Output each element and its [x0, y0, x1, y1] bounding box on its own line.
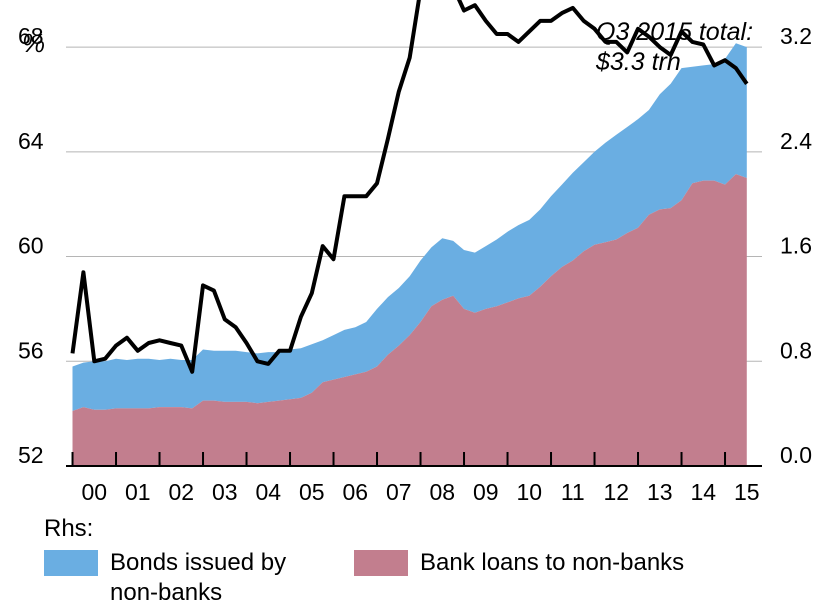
- annotation-line-2: $3.3 trn: [595, 48, 681, 76]
- legend-label-bonds: Bonds issued by non-banks: [110, 549, 287, 606]
- right-tick-label: 3.2: [780, 23, 812, 49]
- x-tick-label: 14: [690, 479, 716, 505]
- left-tick-label: 56: [18, 337, 44, 363]
- right-tick-label: 2.4: [780, 128, 812, 154]
- x-tick-label: 01: [125, 479, 151, 505]
- right-tick-label: 0.8: [780, 337, 812, 363]
- area-bank-loans: [72, 174, 747, 466]
- x-tick-label: 07: [386, 479, 412, 505]
- left-tick-label: 60: [18, 233, 44, 259]
- x-tick-label: 03: [212, 479, 238, 505]
- x-tick-label: 11: [561, 479, 585, 505]
- annotation-line-1: Q3 2015 total:: [596, 18, 753, 46]
- x-tick-label: 04: [255, 479, 281, 505]
- left-tick-label: 52: [18, 442, 44, 468]
- area-bonds: [72, 43, 747, 411]
- x-tick-label: 00: [81, 479, 107, 505]
- legend-swatch-loans: [354, 550, 408, 576]
- legend-item-loans: Bank loans to non-banks: [354, 548, 750, 578]
- x-tick-label: 10: [516, 479, 542, 505]
- legend-label-loans: Bank loans to non-banks: [420, 549, 685, 576]
- right-tick-label: 1.6: [780, 233, 812, 259]
- axes: 52 56 60 64 68 0.0 0.8 1.6 2.4 3.2 00 01 02 03 04 05 06 0…: [18, 23, 812, 505]
- x-tick-label: 15: [734, 479, 760, 505]
- x-tick-label: 02: [168, 479, 194, 505]
- series-lines: [70, 0, 749, 374]
- left-tick-label: 68: [18, 23, 44, 49]
- x-tick-label: 13: [647, 479, 673, 505]
- legend-item-bonds: Bonds issued by non-banks: [44, 548, 330, 608]
- right-tick-label: 0.0: [780, 442, 812, 468]
- x-tick-label: 05: [299, 479, 325, 505]
- x-tick-label: 08: [429, 479, 455, 505]
- x-tick-label: 06: [342, 479, 368, 505]
- x-tick-label: 09: [473, 479, 499, 505]
- x-tick-label: 12: [603, 479, 629, 505]
- left-tick-label: 64: [18, 128, 44, 154]
- legend-swatch-bonds: [44, 550, 98, 576]
- left-axis-unit: %: [22, 28, 45, 58]
- line-series: [70, 0, 749, 374]
- stacked-areas: [72, 43, 747, 466]
- legend-title: Rhs:: [44, 515, 94, 542]
